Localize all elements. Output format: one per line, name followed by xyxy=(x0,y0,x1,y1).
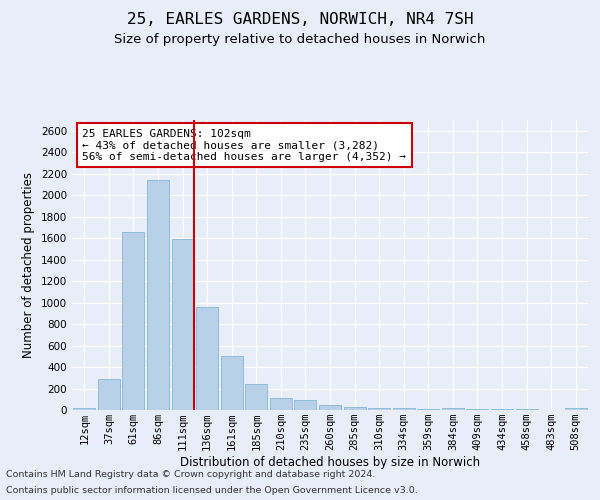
Bar xyxy=(73,408,95,410)
Bar xyxy=(515,409,538,410)
Bar xyxy=(344,407,365,410)
Bar xyxy=(565,408,587,410)
Bar xyxy=(221,356,243,410)
Text: Contains HM Land Registry data © Crown copyright and database right 2024.: Contains HM Land Registry data © Crown c… xyxy=(6,470,376,479)
Bar xyxy=(319,405,341,410)
Bar xyxy=(295,400,316,410)
Bar xyxy=(442,408,464,410)
Bar xyxy=(466,409,488,410)
Bar xyxy=(122,232,145,410)
Bar xyxy=(270,398,292,410)
Text: 25, EARLES GARDENS, NORWICH, NR4 7SH: 25, EARLES GARDENS, NORWICH, NR4 7SH xyxy=(127,12,473,28)
Bar xyxy=(147,180,169,410)
Text: Contains public sector information licensed under the Open Government Licence v3: Contains public sector information licen… xyxy=(6,486,418,495)
Bar xyxy=(368,408,390,410)
Bar xyxy=(245,384,268,410)
Bar xyxy=(98,379,120,410)
Bar xyxy=(172,239,194,410)
Bar xyxy=(196,307,218,410)
Y-axis label: Number of detached properties: Number of detached properties xyxy=(22,172,35,358)
X-axis label: Distribution of detached houses by size in Norwich: Distribution of detached houses by size … xyxy=(180,456,480,469)
Text: Size of property relative to detached houses in Norwich: Size of property relative to detached ho… xyxy=(115,32,485,46)
Bar xyxy=(417,409,439,410)
Text: 25 EARLES GARDENS: 102sqm
← 43% of detached houses are smaller (3,282)
56% of se: 25 EARLES GARDENS: 102sqm ← 43% of detac… xyxy=(82,128,406,162)
Bar xyxy=(392,408,415,410)
